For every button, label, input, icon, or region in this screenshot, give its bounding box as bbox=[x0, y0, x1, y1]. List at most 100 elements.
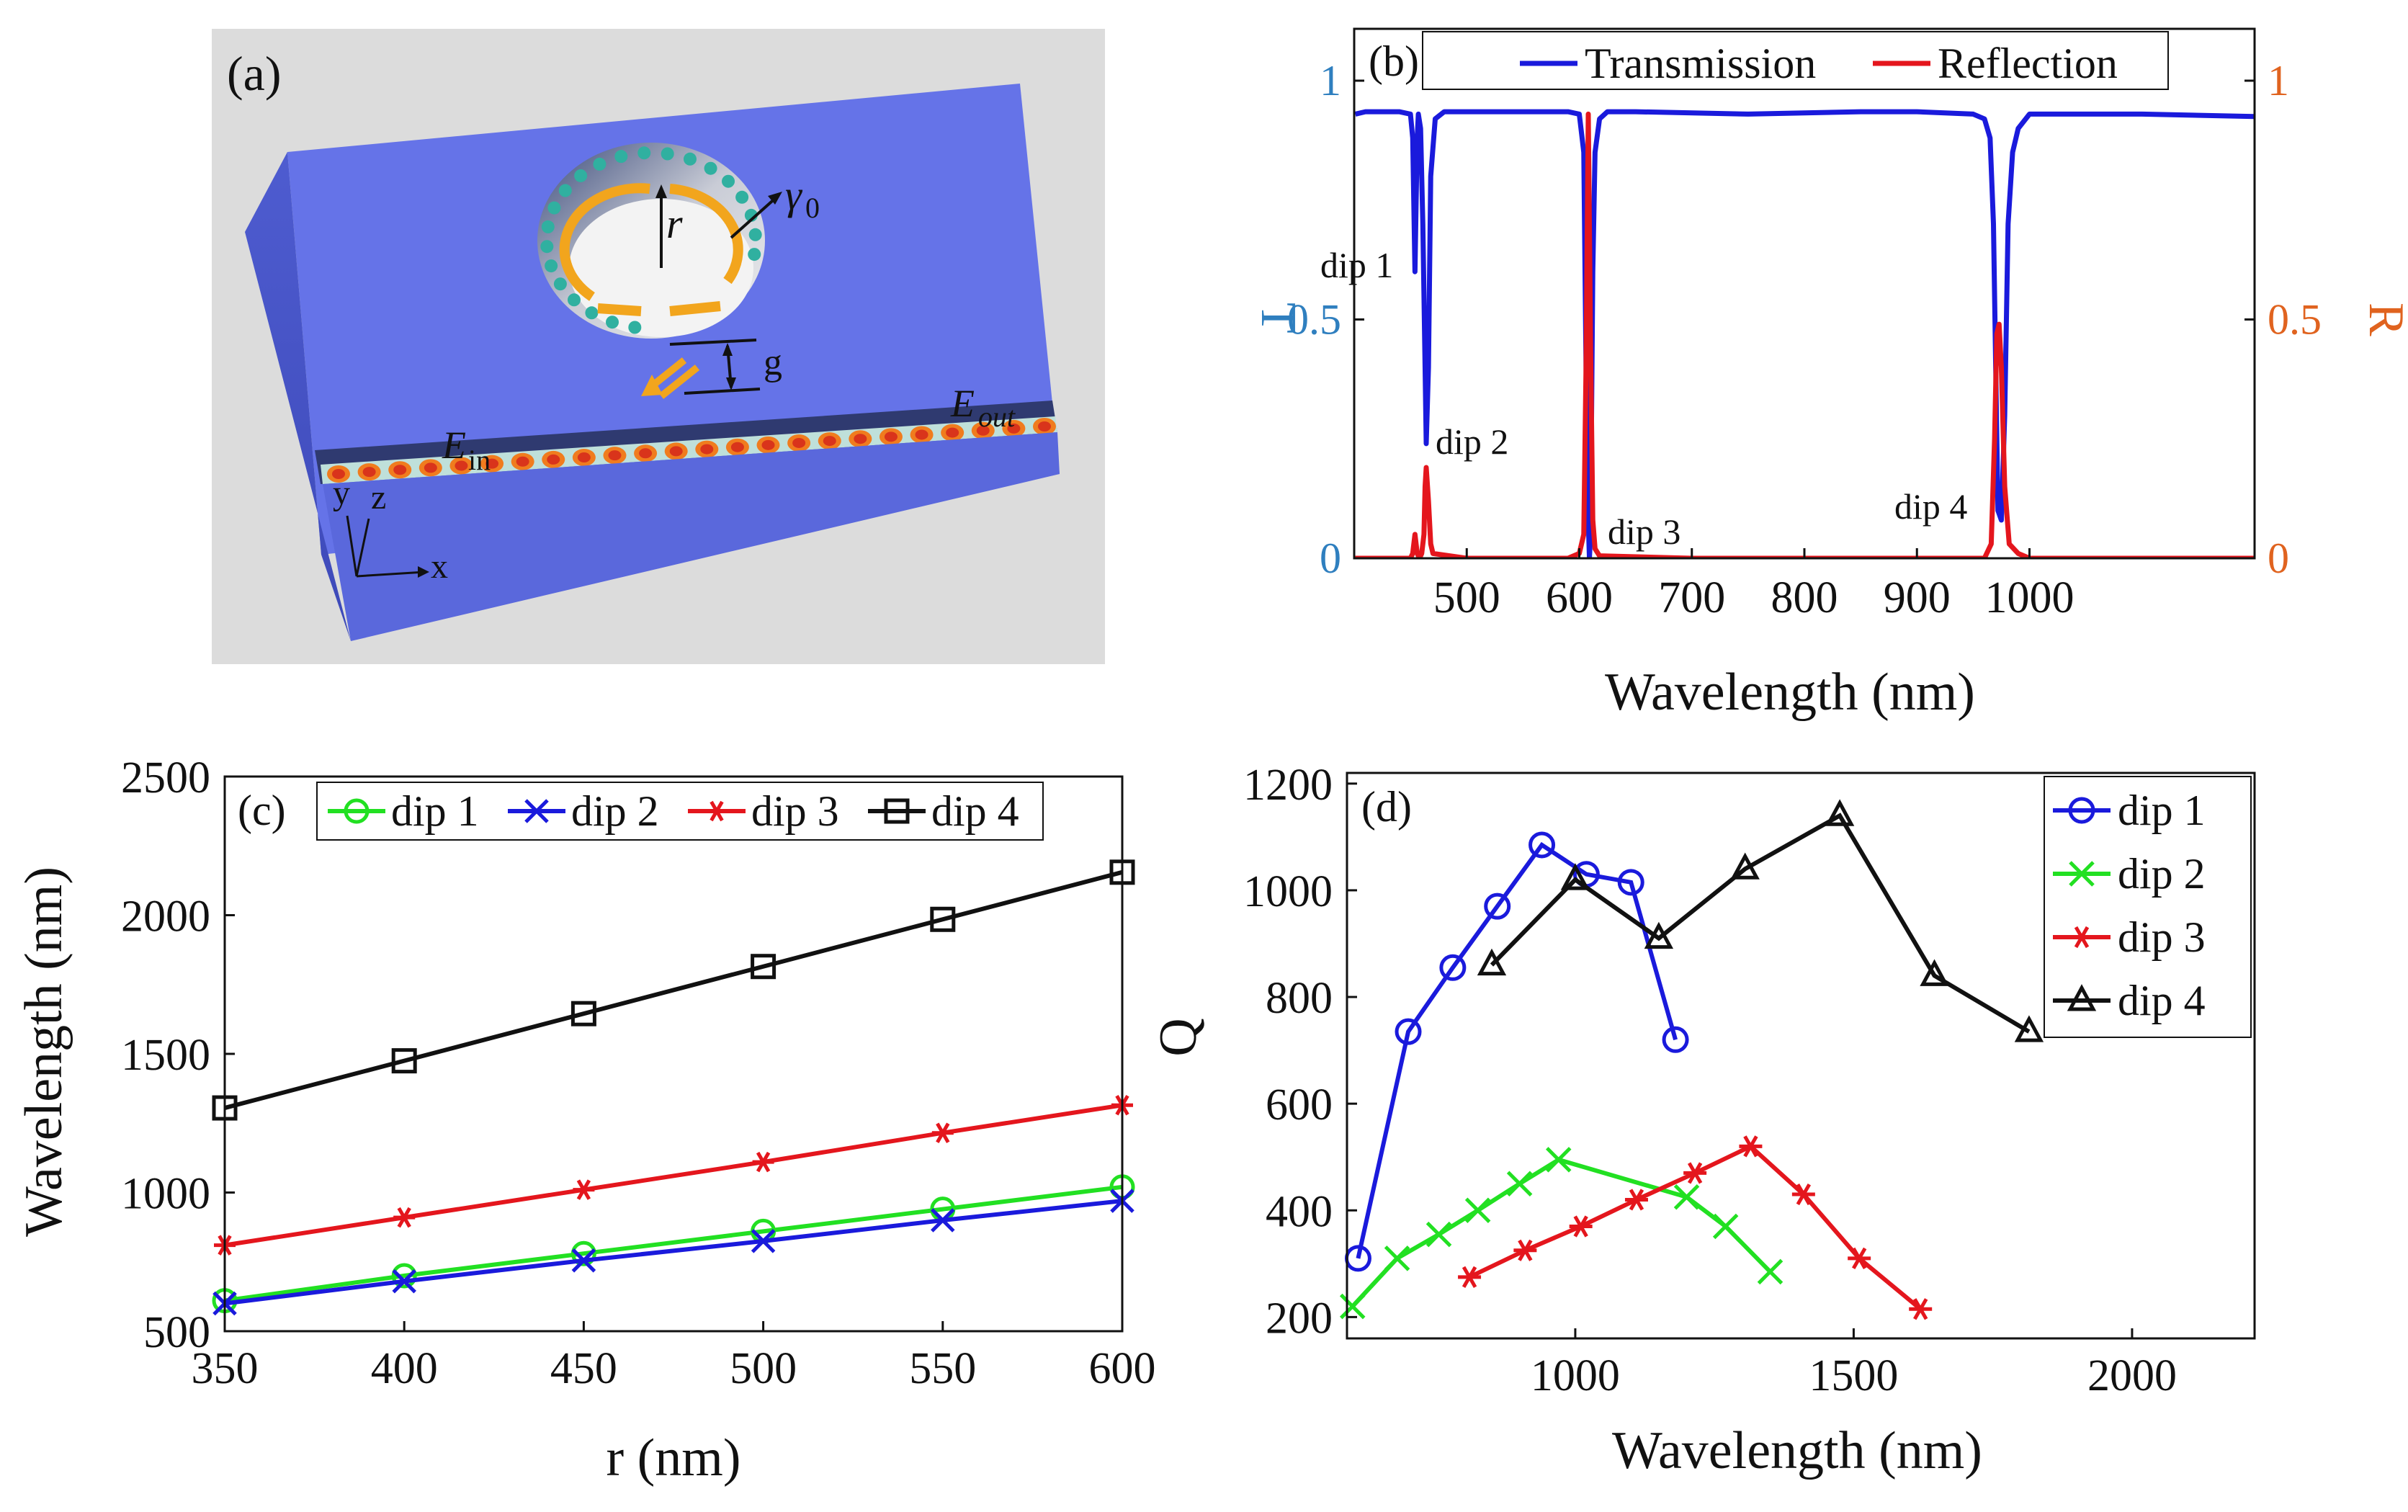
field-lobe-core bbox=[1038, 421, 1051, 431]
axis-x-arrow bbox=[356, 571, 426, 578]
field-lobe-core bbox=[332, 469, 345, 479]
field-lobe-core bbox=[730, 442, 744, 452]
field-lobe-core bbox=[455, 460, 468, 471]
data-point-dip-3 bbox=[1683, 1162, 1707, 1184]
legend-label-dip-3: dip 3 bbox=[751, 787, 839, 835]
y-tick-label: 1500 bbox=[121, 1031, 210, 1080]
ring-field-lobe bbox=[704, 161, 717, 175]
field-lobe-core bbox=[577, 452, 591, 463]
gamma-arrow bbox=[730, 194, 779, 239]
annotation-dip-2: dip 2 bbox=[1436, 421, 1508, 462]
panel-c-xlabel: r (nm) bbox=[607, 1428, 741, 1488]
panel-b-ylabel-left: T bbox=[1250, 303, 1306, 334]
annotation-dip-4: dip 4 bbox=[1894, 486, 1967, 527]
data-point-dip-3 bbox=[1791, 1183, 1815, 1206]
x-tick-label: 1000 bbox=[1531, 1351, 1620, 1400]
axis-x-label: x bbox=[431, 547, 448, 586]
y-tick-label-right: 0.5 bbox=[2268, 296, 2322, 344]
axis-z-arrow bbox=[355, 518, 370, 577]
x-tick-label: 2000 bbox=[2087, 1351, 2177, 1400]
data-point-dip-3 bbox=[1624, 1189, 1648, 1211]
legend-label-dip-4: dip 4 bbox=[931, 787, 1019, 835]
panel-d-plot-frame bbox=[1346, 771, 2256, 1340]
data-point-dip-4 bbox=[1477, 948, 1507, 976]
data-point-dip-2 bbox=[1673, 1184, 1700, 1210]
legend-marker-dip-4 bbox=[884, 798, 910, 824]
legend-label-dip-4: dip 4 bbox=[2118, 977, 2206, 1024]
panel-b-plot-frame bbox=[1353, 27, 2256, 560]
data-point-dip-2 bbox=[571, 1248, 596, 1273]
ring-arrow-icon bbox=[669, 184, 743, 285]
series-line-dip-4 bbox=[1490, 813, 2031, 1034]
ring-arrow-icon bbox=[669, 301, 721, 316]
data-point-dip-1 bbox=[1484, 893, 1511, 920]
data-point-dip-2 bbox=[1425, 1221, 1452, 1248]
field-lobe-core bbox=[700, 444, 714, 455]
field-lobe-core bbox=[362, 467, 376, 478]
gap-arrowhead bbox=[726, 377, 736, 390]
data-point-dip-1 bbox=[1617, 869, 1644, 896]
ring-arrow-icon bbox=[597, 303, 642, 316]
y-tick-label-right: 1 bbox=[2268, 57, 2289, 104]
e-in-subscript: in bbox=[468, 444, 491, 476]
data-point-dip-2 bbox=[1339, 1293, 1366, 1320]
radius-label: r bbox=[666, 200, 683, 247]
ring-field-lobe bbox=[574, 169, 588, 182]
data-point-dip-3 bbox=[393, 1207, 416, 1228]
data-point-dip-4 bbox=[1825, 799, 1855, 826]
data-point-dip-2 bbox=[1464, 1197, 1491, 1224]
data-point-dip-2 bbox=[751, 1229, 776, 1253]
panel-a-label: (a) bbox=[227, 46, 281, 101]
data-point-dip-1 bbox=[1439, 954, 1467, 981]
field-lobe-core bbox=[393, 465, 407, 475]
data-point-dip-3 bbox=[931, 1122, 954, 1143]
x-tick-label: 600 bbox=[1546, 573, 1613, 622]
data-point-dip-1 bbox=[391, 1263, 417, 1289]
data-point-dip-4 bbox=[930, 906, 956, 932]
data-point-dip-3 bbox=[573, 1179, 595, 1200]
data-point-dip-3 bbox=[752, 1151, 774, 1173]
ring-field-lobe bbox=[567, 293, 581, 307]
x-tick-label: 700 bbox=[1658, 573, 1725, 622]
y-tick-label: 1200 bbox=[1243, 761, 1333, 810]
series-line-dip-1 bbox=[224, 1184, 1123, 1303]
data-point-dip-2 bbox=[392, 1269, 416, 1294]
x-tick-label: 350 bbox=[192, 1344, 259, 1393]
x-tick-label: 1500 bbox=[1809, 1351, 1898, 1400]
data-point-dip-4 bbox=[1644, 921, 1674, 949]
e-out-subscript: out bbox=[978, 401, 1016, 433]
ring-arrow-icon bbox=[559, 183, 650, 301]
series-line-dip-1 bbox=[1356, 841, 1678, 1259]
legend-label-dip-3: dip 3 bbox=[2118, 913, 2206, 961]
data-point-dip-2 bbox=[1757, 1258, 1783, 1285]
waveguide-core bbox=[321, 416, 1057, 484]
radius-arrowhead bbox=[655, 184, 667, 198]
data-point-dip-1 bbox=[1662, 1026, 1689, 1053]
field-lobe-core bbox=[761, 439, 775, 450]
x-tick-label: 550 bbox=[909, 1344, 976, 1393]
legend-marker-dip-3 bbox=[706, 800, 728, 822]
data-point-dip-4 bbox=[1730, 852, 1760, 880]
data-point-dip-3 bbox=[1739, 1135, 1763, 1158]
data-point-dip-1 bbox=[570, 1240, 596, 1266]
legend-reflection-label: Reflection bbox=[1938, 40, 2118, 87]
legend-marker-dip-1 bbox=[2068, 797, 2095, 824]
field-lobe-core bbox=[669, 446, 683, 457]
ring-field-lobe bbox=[748, 248, 761, 261]
series-line-dip-2 bbox=[224, 1199, 1123, 1306]
legend-label-dip-1: dip 1 bbox=[391, 787, 479, 835]
panel-b-label: (b) bbox=[1369, 37, 1419, 85]
reflection-curve bbox=[1355, 111, 2255, 558]
data-point-dip-2 bbox=[1384, 1245, 1410, 1271]
field-lobe-core bbox=[884, 431, 898, 442]
panel-c-wavelength-vs-radius-chart: 350 400 450 500 550 600 500 1000 1500 2000 2500 di… bbox=[14, 753, 1156, 1488]
data-point-dip-2 bbox=[931, 1208, 955, 1233]
x-tick-label: 500 bbox=[730, 1344, 797, 1393]
y-tick-label: 400 bbox=[1266, 1187, 1333, 1236]
data-point-dip-4 bbox=[570, 1001, 596, 1026]
legend-marker-dip-3 bbox=[2070, 926, 2093, 949]
ring-field-lobe bbox=[545, 259, 558, 273]
field-lobe-core bbox=[915, 429, 928, 440]
axis-y-arrow bbox=[346, 515, 358, 577]
field-lobe-core bbox=[1007, 423, 1021, 434]
